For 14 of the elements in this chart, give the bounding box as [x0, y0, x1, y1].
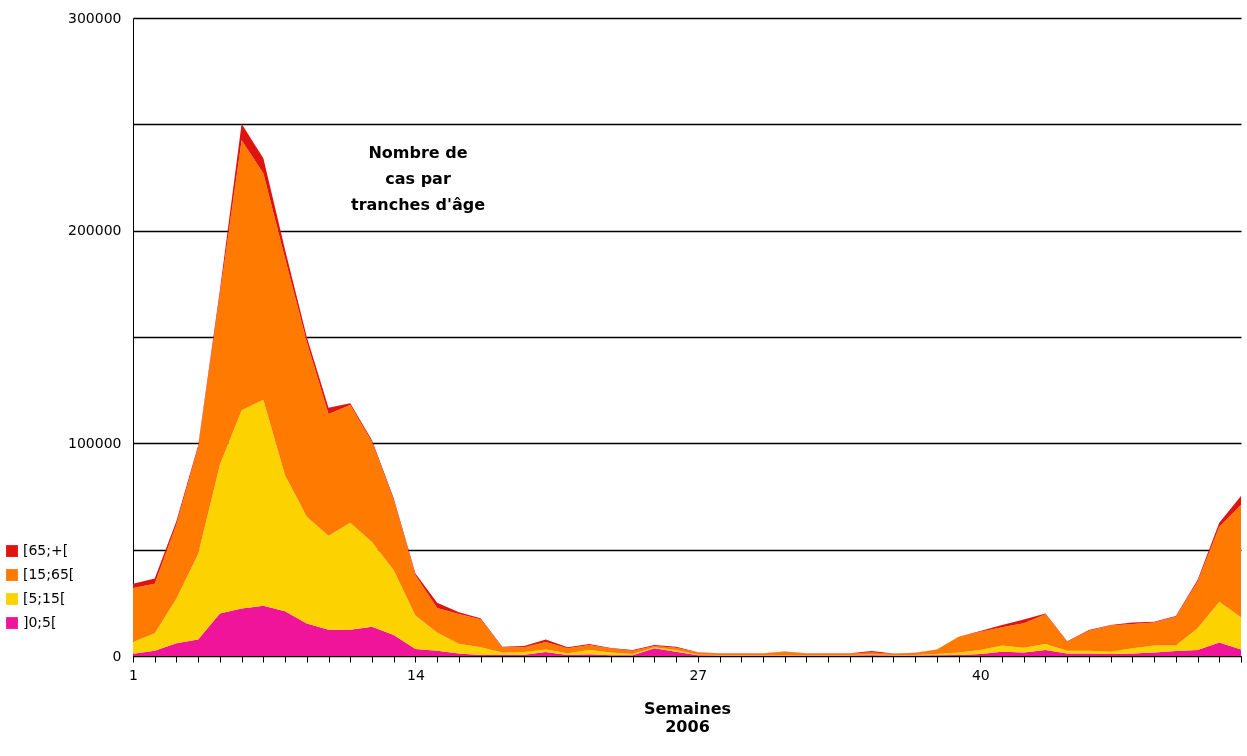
- x-tick-label: 27: [689, 666, 708, 683]
- x-axis-title: Semaines 2006: [643, 698, 732, 736]
- legend-label: [65;+[: [23, 542, 69, 558]
- y-tick-label: 200000: [68, 222, 122, 239]
- x-tick-label: 14: [407, 666, 425, 683]
- x-tick-label: 1: [129, 666, 138, 683]
- y-tick-label: 0: [112, 647, 122, 664]
- legend-label: [5;15[: [23, 590, 66, 606]
- y-tick-label: 100000: [68, 434, 122, 451]
- y-tick-label: 300000: [68, 9, 122, 26]
- x-tick-label: 40: [971, 666, 990, 683]
- legend-label: [15;65[: [23, 566, 75, 582]
- text: Nombre de cas par tranches d'âge: [351, 143, 486, 214]
- legend-label: ]0;5[: [23, 614, 57, 630]
